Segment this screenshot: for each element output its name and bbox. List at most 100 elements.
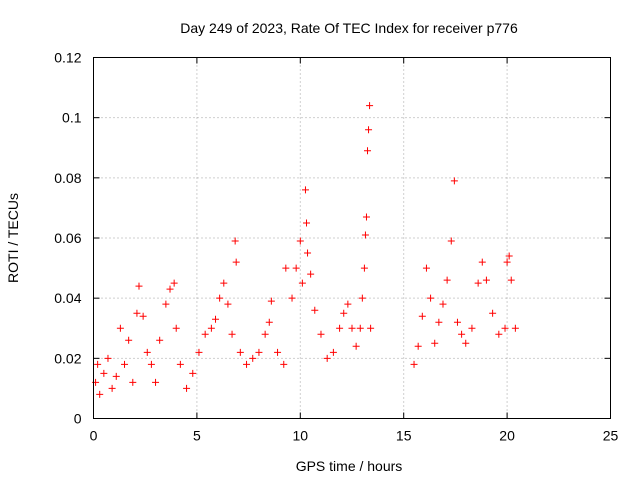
data-point [458, 330, 466, 338]
data-point [232, 258, 240, 266]
data-point [236, 348, 244, 356]
y-tick-label: 0.08 [54, 170, 81, 186]
y-axis-label: ROTI / TECUs [5, 193, 21, 283]
data-point [450, 177, 458, 185]
y-tick-label: 0.04 [54, 290, 81, 306]
data-point [280, 360, 288, 368]
data-point [352, 342, 360, 350]
grid-layer [93, 57, 611, 419]
data-point [505, 252, 513, 260]
data-point [298, 279, 306, 287]
data-point [501, 324, 509, 332]
data-point [367, 324, 375, 332]
data-point [427, 294, 435, 302]
data-point [121, 360, 129, 368]
data-point [443, 276, 451, 284]
data-point [468, 324, 476, 332]
data-points-layer [92, 102, 519, 398]
data-point [147, 360, 155, 368]
data-point [255, 348, 263, 356]
plot-frame [93, 57, 611, 419]
y-tick-label: 0.1 [62, 110, 82, 126]
data-point [410, 360, 418, 368]
data-point [261, 330, 269, 338]
data-point [216, 294, 224, 302]
data-point [139, 312, 147, 320]
x-tick-label: 15 [396, 428, 412, 444]
x-tick-label: 10 [293, 428, 309, 444]
data-point [267, 297, 275, 305]
data-point [364, 147, 372, 155]
data-point [282, 264, 290, 272]
data-point [511, 324, 519, 332]
data-point [201, 330, 209, 338]
data-point [362, 213, 370, 221]
data-point [170, 279, 178, 287]
data-point [414, 342, 422, 350]
y-tick-label: 0.02 [54, 350, 81, 366]
data-point [323, 354, 331, 362]
data-point [125, 336, 133, 344]
data-point [172, 324, 180, 332]
x-tick-label: 0 [90, 428, 98, 444]
data-point [220, 279, 228, 287]
data-point [418, 312, 426, 320]
data-point [274, 348, 282, 356]
data-point [495, 330, 503, 338]
data-point [317, 330, 325, 338]
data-point [133, 309, 141, 317]
data-point [129, 378, 137, 386]
data-point [207, 324, 215, 332]
data-point [489, 309, 497, 317]
data-point [366, 102, 374, 110]
data-point [340, 309, 348, 317]
data-point [143, 348, 151, 356]
data-point [303, 219, 311, 227]
data-point [116, 324, 124, 332]
x-axis-label: GPS time / hours [296, 458, 403, 474]
data-point [135, 282, 143, 290]
data-point [348, 324, 356, 332]
data-point [301, 186, 309, 194]
data-point [108, 384, 116, 392]
data-point [478, 258, 486, 266]
data-point [176, 360, 184, 368]
data-point [162, 300, 170, 308]
data-point [435, 318, 443, 326]
data-point [296, 237, 304, 245]
data-point [344, 300, 352, 308]
data-point [96, 390, 104, 398]
y-tick-label: 0.06 [54, 230, 81, 246]
data-point [307, 270, 315, 278]
data-point [422, 264, 430, 272]
data-point [224, 300, 232, 308]
data-point [183, 384, 191, 392]
data-point [304, 249, 312, 257]
data-point [112, 372, 120, 380]
data-point [152, 378, 160, 386]
data-point [447, 237, 455, 245]
data-point [462, 339, 470, 347]
data-point [166, 285, 174, 293]
y-tick-label: 0 [74, 411, 82, 427]
data-point [249, 354, 257, 362]
x-tick-label: 20 [499, 428, 515, 444]
data-point [507, 276, 515, 284]
data-point [431, 339, 439, 347]
data-point [474, 279, 482, 287]
data-point [482, 276, 490, 284]
data-point [189, 369, 197, 377]
data-point [329, 348, 337, 356]
data-point [360, 264, 368, 272]
data-point [503, 258, 511, 266]
x-tick-label: 5 [193, 428, 201, 444]
data-point [336, 324, 344, 332]
data-point [358, 294, 366, 302]
data-point [439, 300, 447, 308]
data-point [156, 336, 164, 344]
x-tick-label: 25 [603, 428, 619, 444]
data-point [453, 318, 461, 326]
data-point [356, 324, 364, 332]
